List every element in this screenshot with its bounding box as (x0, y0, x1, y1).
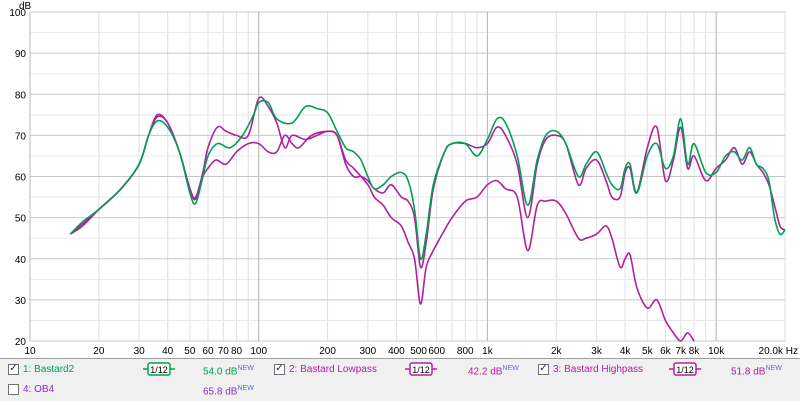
x-axis-ticks: 10 20 30 40 50 60 70 80 100 200 300 400 500 600 800 1k 2… (24, 346, 798, 357)
level-ob4: 65.8 dBNEW (203, 380, 254, 398)
y-tick-label: 60 (15, 173, 27, 184)
checkbox-bastard-highpass[interactable]: ✓ (538, 363, 549, 375)
x-tick-label: 800 (457, 346, 474, 357)
x-tick-label: 1k (482, 346, 494, 357)
legend-row-2: 4: OB4 65.8 dBNEW (0, 380, 800, 398)
legend-label-bastard-highpass: 3: Bastard Highpass (553, 363, 644, 375)
y-tick-label: 80 (15, 90, 27, 101)
x-tick-label: 10k (708, 346, 725, 357)
x-tick-label: 10 (24, 346, 36, 357)
x-tick-label: 60 (202, 346, 214, 357)
x-tick-label: 2k (551, 346, 563, 357)
y-tick-label: 100 (9, 8, 26, 19)
x-tick-label: 600 (428, 346, 445, 357)
x-tick-label: 30 (134, 346, 146, 357)
x-tick-label: 400 (388, 346, 405, 357)
x-tick-label: 200 (319, 346, 336, 357)
y-tick-label: 20 (15, 337, 27, 348)
smoothing-text-bastard2: 1/12 (150, 365, 168, 375)
x-tick-label: 70 (218, 346, 230, 357)
legend-item-bastard2[interactable]: ✓ 1: Bastard2 (8, 360, 74, 378)
smoothing-icon-bastard2[interactable]: 1/12 (143, 362, 175, 376)
y-tick-label: 50 (15, 214, 27, 225)
legend-row-1: ✓ 1: Bastard2 1/12 54.0 dBNEW ✓ 2: Basta… (0, 360, 800, 378)
y-tick-label: 90 (15, 49, 27, 60)
level-bastard2: 54.0 dBNEW (203, 360, 254, 378)
major-gridlines (29, 11, 785, 342)
level-value-bastard2: 54.0 dB (203, 366, 238, 378)
x-tick-label: 6k (660, 346, 672, 357)
level-value-ob4: 65.8 dB (203, 386, 238, 398)
checkbox-bastard2[interactable]: ✓ (8, 363, 19, 375)
smoothing-icon-bastard-highpass[interactable]: 1/12 (669, 362, 701, 376)
y-axis-ticks: 20 30 40 50 60 70 80 90 100 (9, 8, 26, 348)
legend-label-ob4: 4: OB4 (23, 383, 55, 395)
smoothing-icon-bastard-lowpass[interactable]: 1/12 (405, 362, 437, 376)
series-layer (69, 96, 786, 342)
x-tick-label: 80 (231, 346, 243, 357)
x-tick-label: 4k (620, 346, 632, 357)
x-tick-label: 8k (689, 346, 701, 357)
y-tick-label: 70 (15, 131, 27, 142)
legend-label-bastard-lowpass: 2: Bastard Lowpass (289, 363, 377, 375)
legend-item-ob4[interactable]: 4: OB4 (8, 380, 54, 398)
new-badge-ob4: NEW (237, 385, 254, 392)
checkbox-ob4[interactable] (8, 383, 19, 395)
x-tick-label: 7k (675, 346, 687, 357)
series-line-bastard2 (69, 99, 786, 261)
y-tick-label: 30 (15, 296, 27, 307)
legend-item-bastard-lowpass[interactable]: ✓ 2: Bastard Lowpass (274, 360, 377, 378)
checkbox-bastard-lowpass[interactable]: ✓ (274, 363, 285, 375)
x-tick-label: 300 (359, 346, 376, 357)
x-tick-label: 3k (591, 346, 603, 357)
smoothing-text-bastard-lowpass: 1/12 (412, 365, 430, 375)
level-bastard-lowpass: 42.2 dBNEW (468, 360, 519, 378)
x-tick-label: 20.0k Hz (759, 346, 798, 357)
level-bastard-highpass: 51.8 dBNEW (731, 360, 782, 378)
legend-label-bastard2: 1: Bastard2 (23, 363, 75, 375)
x-tick-label: 50 (184, 346, 196, 357)
legend-item-bastard-highpass[interactable]: ✓ 3: Bastard Highpass (538, 360, 643, 378)
y-tick-label: 40 (15, 255, 27, 266)
new-badge-bastard-lowpass: NEW (502, 365, 519, 372)
new-badge-bastard2: NEW (237, 365, 254, 372)
y-axis-label: dB (19, 1, 32, 12)
x-tick-label: 100 (250, 346, 267, 357)
x-tick-label: 40 (162, 346, 174, 357)
x-tick-label: 500 (410, 346, 427, 357)
legend-panel: ✓ 1: Bastard2 1/12 54.0 dBNEW ✓ 2: Basta… (0, 358, 800, 401)
smoothing-text-bastard-highpass: 1/12 (676, 365, 694, 375)
level-value-bastard-lowpass: 42.2 dB (468, 366, 503, 378)
x-tick-label: 5k (642, 346, 654, 357)
level-value-bastard-highpass: 51.8 dB (731, 366, 766, 378)
new-badge-bastard-highpass: NEW (765, 365, 782, 372)
x-tick-label: 20 (93, 346, 105, 357)
